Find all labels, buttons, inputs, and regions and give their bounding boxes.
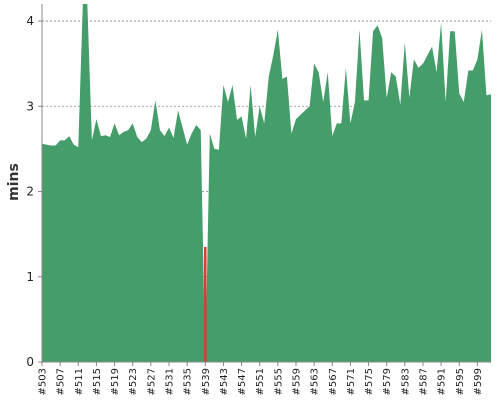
- x-tick-label: #543: [219, 368, 230, 395]
- y-tick-label: 1: [26, 270, 34, 284]
- x-tick-label: #571: [346, 368, 357, 395]
- x-tick-label: #511: [74, 368, 85, 395]
- x-tick-label: #523: [128, 368, 139, 395]
- x-tick-label: #503: [38, 368, 49, 395]
- x-tick-label: #599: [473, 368, 484, 395]
- x-tick-label: #539: [201, 368, 212, 395]
- x-tick-label: #563: [310, 368, 321, 395]
- x-tick-label: #551: [255, 368, 266, 395]
- x-tick-label: #555: [273, 368, 284, 395]
- x-tick-label: #559: [291, 368, 302, 395]
- y-tick-labels: 0 1 2 3 4: [26, 14, 42, 369]
- y-axis-title: mins: [6, 163, 22, 201]
- x-tick-label: #575: [364, 368, 375, 395]
- x-tick-label: #595: [455, 368, 466, 395]
- x-tick-label: #547: [237, 368, 248, 395]
- x-tick-label: #535: [183, 368, 194, 395]
- x-tick-label: #579: [382, 368, 393, 395]
- y-tick-label: 2: [26, 185, 34, 199]
- x-tick-label: #583: [400, 368, 411, 395]
- x-tick-label: #587: [418, 368, 429, 395]
- axes: [41, 4, 491, 363]
- y-tick-label: 0: [26, 355, 34, 369]
- x-tick-label: #527: [146, 368, 157, 395]
- plot-area: [42, 4, 491, 362]
- x-tick-labels: #503 #507 #511 #515 #519 #523 #527 #531 #535 #539…: [38, 362, 484, 395]
- y-tick-label: 4: [26, 14, 34, 28]
- y-tick-label: 3: [26, 99, 34, 113]
- x-tick-label: #507: [56, 368, 67, 395]
- x-tick-label: #567: [328, 368, 339, 395]
- x-tick-label: #531: [164, 368, 175, 395]
- failed-build-bar[interactable]: [204, 246, 207, 362]
- x-tick-label: #519: [110, 368, 121, 395]
- x-tick-label: #515: [92, 368, 103, 395]
- area-series: [42, 4, 491, 362]
- x-tick-label: #591: [437, 368, 448, 395]
